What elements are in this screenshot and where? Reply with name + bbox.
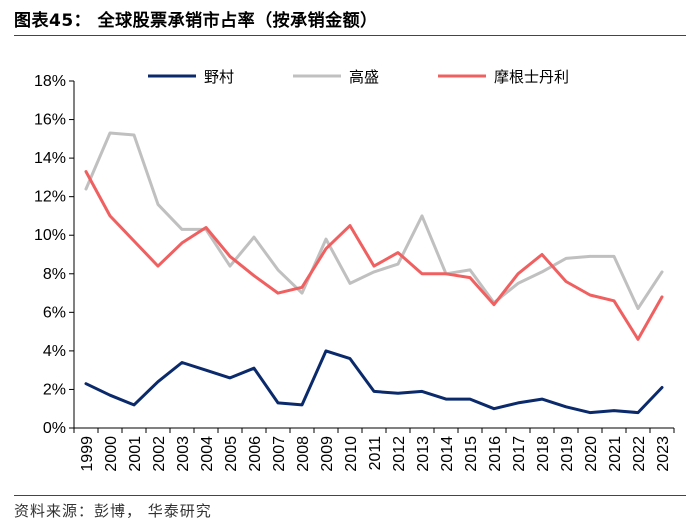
x-tick-label: 2004 [199, 436, 216, 472]
y-tick-label: 2% [43, 381, 66, 398]
x-tick-label: 2013 [415, 436, 432, 472]
x-tick-label: 2010 [343, 436, 360, 472]
y-tick-label: 0% [43, 420, 66, 437]
x-tick-label: 2006 [247, 436, 264, 472]
legend-label: 高盛 [349, 68, 379, 86]
x-tick-label: 2009 [319, 436, 336, 472]
series-line-2 [84, 170, 664, 341]
x-tick-label: 2011 [367, 436, 384, 471]
legend-label: 野村 [204, 68, 234, 86]
x-tick-label: 2020 [583, 436, 600, 472]
y-tick-label: 8% [43, 266, 66, 283]
series-line-1 [84, 131, 664, 310]
bottom-divider [14, 495, 686, 496]
x-tick-label: 2022 [631, 436, 648, 472]
x-tick-label: 2001 [127, 436, 144, 472]
x-tick-label: 2019 [559, 436, 576, 472]
chart-title: 图表45： 全球股票承销市占率（按承销金额） [14, 11, 378, 31]
line-chart: 0% 2% 4% 6% 8% 10% 12% 14% 16% 18% 1999 2000 2001 200… [34, 68, 675, 472]
x-tick-label: 2007 [271, 436, 288, 472]
x-tick-label: 2002 [151, 436, 168, 472]
y-tick-label: 18% [34, 73, 66, 90]
y-tick-label: 6% [43, 304, 66, 321]
y-tick-label: 16% [34, 112, 66, 129]
y-tick-label: 4% [43, 343, 66, 360]
x-tick-label: 2023 [655, 436, 672, 472]
x-tick-label: 2015 [463, 436, 480, 472]
source-note: 资料来源：彭博， 华泰研究 [14, 502, 212, 520]
x-tick-label: 2008 [295, 436, 312, 472]
x-tick-label: 2005 [223, 436, 240, 472]
x-tick-label: 2018 [535, 436, 552, 472]
legend-label: 摩根士丹利 [494, 68, 569, 86]
x-tick-label: 2017 [511, 436, 528, 472]
x-tick-label: 1999 [79, 436, 96, 472]
x-tick-label: 2014 [439, 436, 456, 472]
y-tick-label: 10% [34, 227, 66, 244]
y-tick-label: 14% [34, 150, 66, 167]
series-line-0 [84, 349, 664, 415]
y-tick-label: 12% [34, 189, 66, 206]
top-divider [14, 35, 686, 36]
x-tick-label: 2003 [175, 436, 192, 472]
x-tick-label: 2000 [103, 436, 120, 472]
x-tick-label: 2012 [391, 436, 408, 472]
x-tick-label: 2016 [487, 436, 504, 472]
x-tick-label: 2021 [607, 436, 624, 472]
